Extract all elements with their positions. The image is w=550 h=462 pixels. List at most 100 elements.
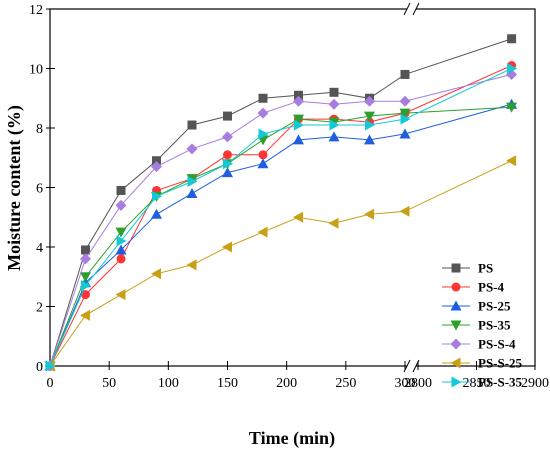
data-point-ps-35	[364, 111, 375, 122]
data-point-ps-s-4	[80, 253, 91, 265]
data-point-ps-25	[151, 208, 162, 219]
series-line-ps	[49, 38, 512, 367]
axis-break	[403, 2, 420, 373]
series-ps-35	[44, 102, 518, 372]
legend-label-ps-25: PS-25	[478, 299, 511, 314]
series-line-ps-s-4	[49, 73, 512, 367]
axis-break-gap	[407, 363, 416, 369]
data-point-ps-s-35	[116, 235, 127, 247]
series-ps-s-4	[44, 68, 518, 372]
data-point-ps-25	[257, 158, 269, 169]
data-point-ps-s-4	[222, 131, 233, 143]
data-point-ps-s-25	[399, 205, 410, 217]
y-tick-label: 12	[29, 3, 43, 18]
data-point-ps-s-35	[294, 119, 304, 131]
data-point-ps-s-4	[257, 107, 269, 119]
series-ps-25	[44, 98, 518, 371]
legend-label-ps-4: PS-4	[478, 280, 505, 295]
data-point-ps-25	[399, 128, 411, 139]
data-point-ps-s-4	[115, 199, 127, 211]
x-tick-label: 2900	[521, 376, 549, 391]
data-point-ps-25	[293, 134, 304, 145]
data-point-ps-25	[115, 244, 127, 255]
x-tick-label: 100	[158, 376, 179, 391]
data-point-ps-s-4	[186, 143, 198, 155]
data-point-ps-s-4	[399, 95, 411, 107]
data-point-ps-s-4	[293, 95, 304, 107]
series-ps-s-25	[44, 155, 517, 372]
data-point-ps	[294, 90, 303, 100]
series-line-ps-s-25	[49, 160, 512, 367]
y-tick-label: 4	[36, 241, 43, 256]
data-point-ps-35	[80, 272, 91, 283]
data-point-ps-s-25	[151, 268, 161, 280]
data-point-ps-s-35	[365, 119, 375, 131]
data-point-ps-s-35	[400, 113, 411, 125]
y-tick-label: 0	[36, 360, 43, 375]
data-point-ps-s-4	[328, 98, 340, 110]
legend-marker-ps-s-25	[450, 357, 461, 369]
data-point-ps	[223, 111, 232, 121]
legend-item-ps-s-25: PS-S-25	[442, 356, 523, 371]
data-point-ps-s-25	[257, 226, 268, 238]
data-point-ps	[187, 120, 197, 130]
legend-item-ps-4: PS-4	[442, 280, 505, 295]
x-tick-label: 200	[276, 376, 297, 391]
data-point-ps-s-25	[328, 217, 339, 229]
data-point-ps-s-35	[45, 360, 56, 372]
data-point-ps-s-35	[223, 158, 233, 170]
legend-item-ps-s-35: PS-S-35	[442, 375, 523, 390]
legend-marker-ps-s-35	[451, 376, 462, 388]
data-point-ps	[152, 156, 161, 166]
data-point-ps	[258, 93, 268, 103]
series-group	[44, 34, 518, 372]
x-tick-label: 50	[102, 376, 116, 391]
data-point-ps-s-35	[187, 176, 198, 188]
series-line-ps-4	[49, 65, 512, 367]
y-tick-label: 6	[36, 182, 43, 197]
series-line-ps-35	[49, 106, 512, 367]
data-point-ps	[329, 87, 339, 97]
axis-break-slash	[403, 359, 411, 373]
data-point-ps-35	[506, 102, 518, 113]
data-point-ps-35	[293, 114, 304, 125]
legend-label-ps-35: PS-35	[478, 318, 511, 333]
data-point-ps	[400, 69, 410, 79]
data-point-ps-4	[258, 150, 268, 160]
y-tick-label: 10	[29, 63, 43, 78]
series-ps	[45, 34, 517, 371]
data-point-ps-25	[364, 134, 375, 145]
data-point-ps-25	[186, 187, 198, 198]
data-point-ps-s-35	[152, 190, 162, 202]
x-tick-label: 250	[335, 376, 356, 391]
series-line-ps-s-35	[49, 68, 512, 367]
data-point-ps-4	[223, 150, 232, 160]
y-axis-title: Moisture content (%)	[4, 105, 25, 271]
data-point-ps-s-25	[293, 211, 303, 223]
x-axis-title: Time (min)	[249, 428, 335, 449]
data-point-ps-25	[328, 131, 340, 142]
data-point-ps-s-35	[329, 119, 340, 131]
legend-marker-ps	[451, 263, 461, 273]
legend-label-ps-s-35: PS-S-35	[478, 375, 523, 390]
x-tick-label: 2800	[404, 376, 432, 391]
legend-item-ps: PS	[442, 261, 493, 276]
data-point-ps	[507, 34, 517, 44]
axis-break-slash	[403, 2, 411, 16]
legend-marker-ps-35	[450, 320, 462, 331]
axis-break-slash	[412, 2, 420, 16]
legend-marker-ps-4	[451, 282, 461, 292]
data-point-ps-s-35	[81, 280, 91, 292]
legend-label-ps: PS	[478, 261, 493, 276]
data-point-ps-s-35	[258, 128, 269, 140]
data-point-ps-4	[116, 254, 126, 264]
data-point-ps	[81, 245, 90, 255]
data-point-ps-s-25	[115, 289, 126, 301]
data-point-ps-35	[115, 227, 127, 238]
x-tick-label: 150	[217, 376, 238, 391]
data-point-ps-s-4	[151, 161, 162, 173]
series-ps-s-35	[45, 63, 518, 372]
legend-label-ps-s-25: PS-S-25	[478, 356, 523, 371]
